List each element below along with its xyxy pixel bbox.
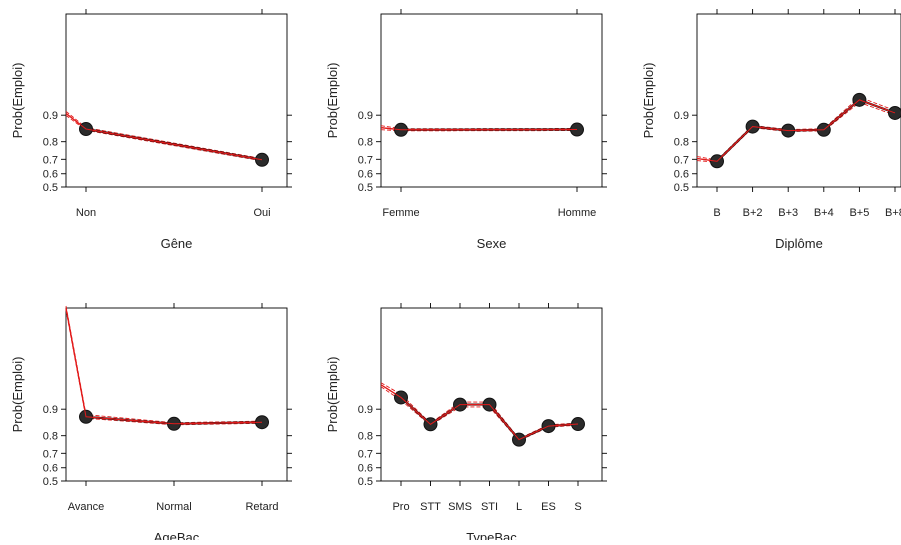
plot-frame <box>66 308 287 481</box>
y-tick-label: 0.5 <box>358 476 373 488</box>
y-tick-label: 0.5 <box>358 182 373 194</box>
y-tick-label: 0.6 <box>43 463 58 475</box>
y-tick-label: 0.7 <box>43 448 58 460</box>
x-tick-label: Normal <box>156 501 191 513</box>
y-tick-label: 0.7 <box>43 154 58 166</box>
panel-0: 0.50.6 0.7 0.8 0.9 Prob(Emploi) Non Oui Gêne <box>10 9 292 251</box>
upper-band-line <box>66 306 262 423</box>
x-tick-label: B+5 <box>849 207 869 219</box>
y-tick-label: 0.8 <box>43 431 58 443</box>
x-tick-label: Femme <box>382 207 419 219</box>
y-axis-title: Prob(Emploi) <box>10 63 25 139</box>
x-tick-label: B+8 <box>885 207 901 219</box>
y-tick-label: 0.7 <box>674 154 689 166</box>
x-tick-label: B+2 <box>743 207 763 219</box>
fitted-line-overlay <box>697 100 895 161</box>
x-tick-label: Avance <box>68 501 105 513</box>
fitted-line-overlay <box>66 308 262 424</box>
fitted-line <box>66 113 262 159</box>
x-axis-title: Gêne <box>161 236 193 251</box>
y-tick-label: 0.9 <box>358 404 373 416</box>
plot-frame <box>697 14 901 187</box>
x-axis-title: AgeBac <box>154 530 200 540</box>
y-tick-label: 0.9 <box>674 110 689 122</box>
panel-1: 0.50.6 0.7 0.8 0.9 Prob(Emploi) Femme Homme Sex… <box>325 9 607 251</box>
y-tick-label: 0.8 <box>358 431 373 443</box>
upper-band-line <box>381 126 577 129</box>
x-tick-label: Oui <box>253 207 270 219</box>
y-tick-label: 0.5 <box>674 182 689 194</box>
y-tick-label: 0.8 <box>43 137 58 149</box>
x-tick-label: SMS <box>448 501 472 513</box>
y-tick-label: 0.7 <box>358 154 373 166</box>
y-tick-label: 0.9 <box>43 110 58 122</box>
y-tick-label: 0.7 <box>358 448 373 460</box>
panel-4: 0.50.6 0.7 0.8 0.9 Prob(Emploi) Pro STT SMS STI L… <box>325 303 607 540</box>
y-tick-label: 0.9 <box>43 404 58 416</box>
fitted-line <box>66 308 262 424</box>
y-axis-title: Prob(Emploi) <box>325 63 340 139</box>
y-axis-title: Prob(Emploi) <box>325 357 340 433</box>
y-tick-label: 0.8 <box>674 137 689 149</box>
x-tick-label: STI <box>481 501 498 513</box>
x-tick-label: S <box>574 501 581 513</box>
y-axis-title: Prob(Emploi) <box>10 357 25 433</box>
upper-band-line <box>66 111 262 158</box>
x-tick-label: B+4 <box>814 207 834 219</box>
x-axis-title: Sexe <box>477 236 507 251</box>
y-tick-label: 0.6 <box>358 169 373 181</box>
y-tick-label: 0.8 <box>358 137 373 149</box>
x-tick-label: B <box>713 207 720 219</box>
panel-2: 0.50.6 0.7 0.8 0.9 Prob(Emploi) B B+2 B+3 B+4 B+5… <box>641 9 901 251</box>
y-tick-label: 0.9 <box>358 110 373 122</box>
x-tick-label: Non <box>76 207 96 219</box>
fitted-line-overlay <box>66 113 262 159</box>
x-axis-title: Diplôme <box>775 236 823 251</box>
panel-3: 0.50.6 0.7 0.8 0.9 Prob(Emploi) Avance Normal R… <box>10 303 292 540</box>
x-tick-label: Pro <box>392 501 409 513</box>
lower-band-line <box>66 310 262 425</box>
plot-frame <box>381 14 602 187</box>
plot-frame <box>381 308 602 481</box>
y-tick-label: 0.5 <box>43 476 58 488</box>
x-tick-label: L <box>516 501 522 513</box>
y-tick-label: 0.5 <box>43 182 58 194</box>
x-axis-title: TypeBac <box>466 530 517 540</box>
x-tick-label: Homme <box>558 207 597 219</box>
x-tick-label: Retard <box>245 501 278 513</box>
y-tick-label: 0.6 <box>674 169 689 181</box>
y-axis-title: Prob(Emploi) <box>641 63 656 139</box>
y-tick-label: 0.6 <box>43 169 58 181</box>
y-tick-label: 0.6 <box>358 463 373 475</box>
x-tick-label: B+3 <box>778 207 798 219</box>
plot-frame <box>66 14 287 187</box>
x-tick-label: STT <box>420 501 441 513</box>
x-tick-label: ES <box>541 501 556 513</box>
